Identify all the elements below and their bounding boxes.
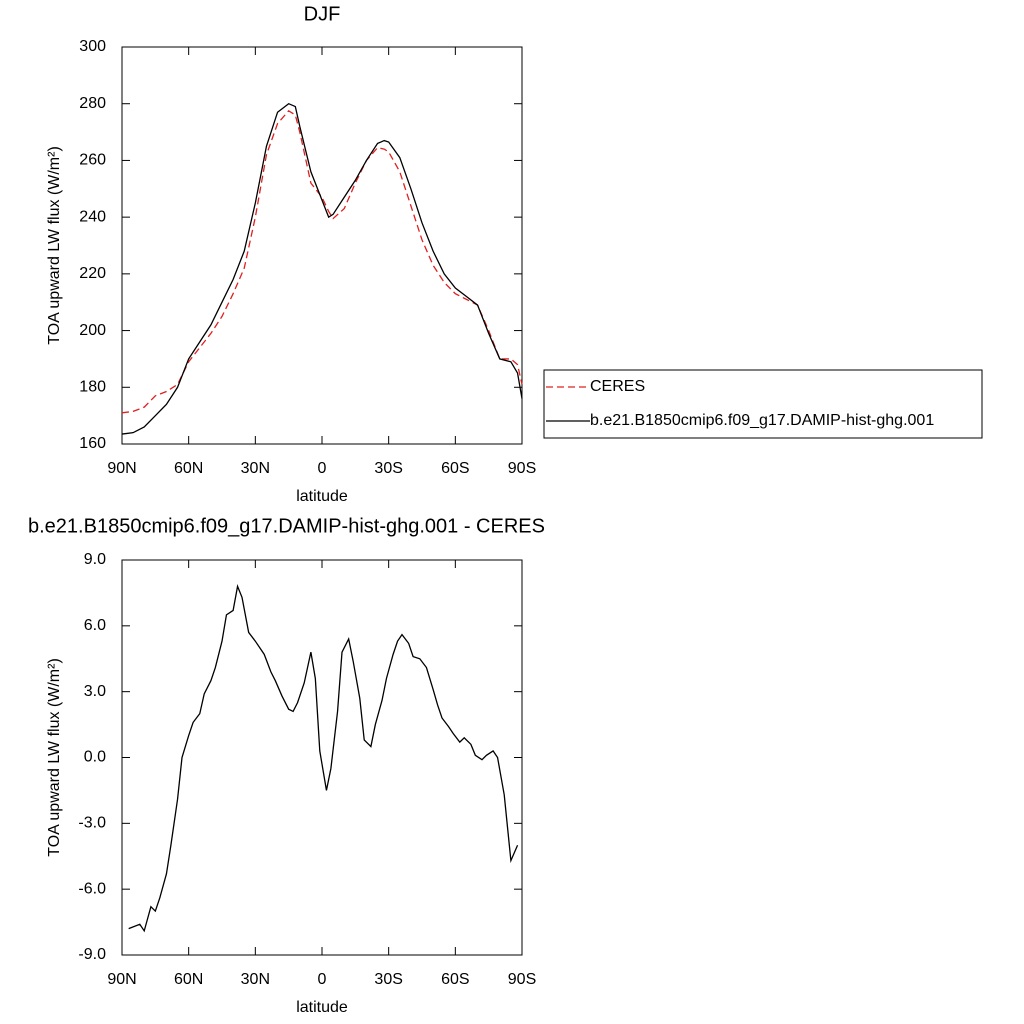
y-tick-label: 300	[79, 38, 106, 55]
x-tick-label: 60N	[174, 460, 203, 477]
y-tick-label: -9.0	[78, 946, 106, 963]
y-tick-label: -3.0	[78, 815, 106, 832]
y-axis-label: TOA upward LW flux (W/m²)	[46, 146, 63, 345]
data-line	[121, 102, 523, 435]
y-tick-label: 160	[79, 435, 106, 452]
x-tick-label: 30N	[241, 971, 270, 988]
y-tick-label: 3.0	[84, 683, 106, 700]
y-tick-label: 260	[79, 152, 106, 169]
x-axis-label: latitude	[296, 999, 348, 1016]
data-line	[121, 109, 523, 414]
legend-label: b.e21.B1850cmip6.f09_g17.DAMIP-hist-ghg.…	[590, 412, 934, 429]
legend-box	[543, 369, 983, 439]
y-tick-label: 6.0	[84, 617, 106, 634]
x-tick-label: 90S	[508, 460, 536, 477]
data-line	[128, 584, 519, 933]
x-tick-label: 60S	[441, 460, 469, 477]
x-tick-label: 60S	[441, 971, 469, 988]
x-tick-label: 90N	[107, 971, 136, 988]
x-tick-label: 30N	[241, 460, 270, 477]
y-tick-label: 280	[79, 95, 106, 112]
x-tick-label: 0	[318, 460, 327, 477]
x-tick-label: 30S	[374, 971, 402, 988]
y-tick-label: 9.0	[84, 551, 106, 568]
x-tick-label: 90S	[508, 971, 536, 988]
y-tick-label: -6.0	[78, 880, 106, 897]
x-tick-label: 60N	[174, 971, 203, 988]
y-tick-label: 200	[79, 322, 106, 339]
x-tick-label: 30S	[374, 460, 402, 477]
plot-frame	[121, 46, 523, 445]
y-tick-label: 0.0	[84, 749, 106, 766]
x-tick-label: 90N	[107, 460, 136, 477]
chart-title: b.e21.B1850cmip6.f09_g17.DAMIP-hist-ghg.…	[28, 515, 545, 537]
x-axis-label: latitude	[296, 488, 348, 505]
legend-label: CERES	[590, 378, 645, 395]
y-tick-label: 220	[79, 265, 106, 282]
y-tick-label: 240	[79, 208, 106, 225]
chart-title: DJF	[304, 3, 341, 25]
x-tick-label: 0	[318, 971, 327, 988]
y-tick-label: 180	[79, 379, 106, 396]
y-axis-label: TOA upward LW flux (W/m²)	[46, 658, 63, 857]
